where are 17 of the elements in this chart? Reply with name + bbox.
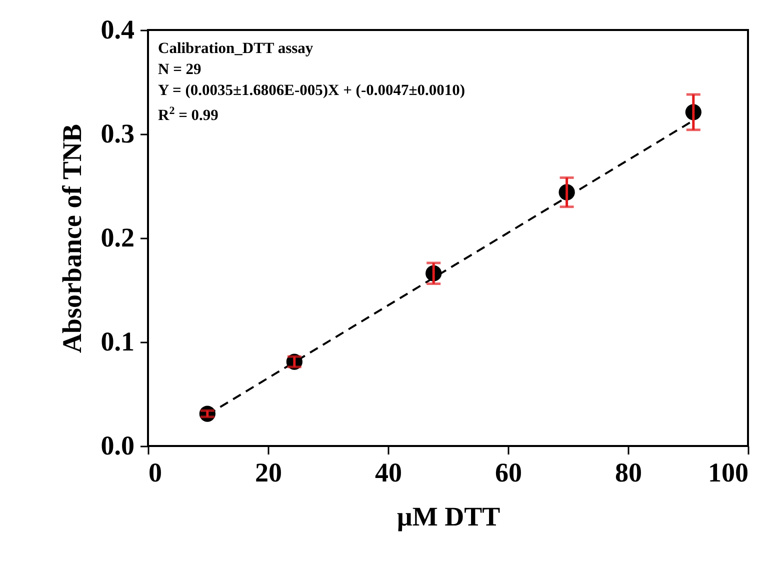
annotation: Y = (0.0035±1.6806E-005)X + (-0.0047±0.0010) [158, 81, 466, 101]
x-tick-label: 80 [615, 458, 642, 488]
x-tick-label: 100 [708, 458, 748, 488]
y-tick-label: 0.3 [100, 118, 134, 148]
x-tick-label: 0 [148, 458, 162, 488]
x-tick-label: 20 [255, 458, 282, 488]
y-tick-label: 0.2 [100, 222, 134, 252]
x-tick-label: 40 [375, 458, 402, 488]
y-axis-title: Absorbance of TNB [56, 124, 87, 354]
y-tick-label: 0.1 [100, 326, 134, 356]
annotation: N = 29 [158, 60, 202, 80]
y-tick-label: 0.4 [100, 14, 134, 44]
y-tick-label: 0.0 [100, 430, 134, 460]
annotation: Calibration_DTT assay [158, 39, 314, 59]
annotation: R$^{2}$ = 0.99 [158, 104, 220, 126]
x-tick-label: 60 [495, 458, 522, 488]
x-axis-title: µM DTT [396, 502, 500, 532]
